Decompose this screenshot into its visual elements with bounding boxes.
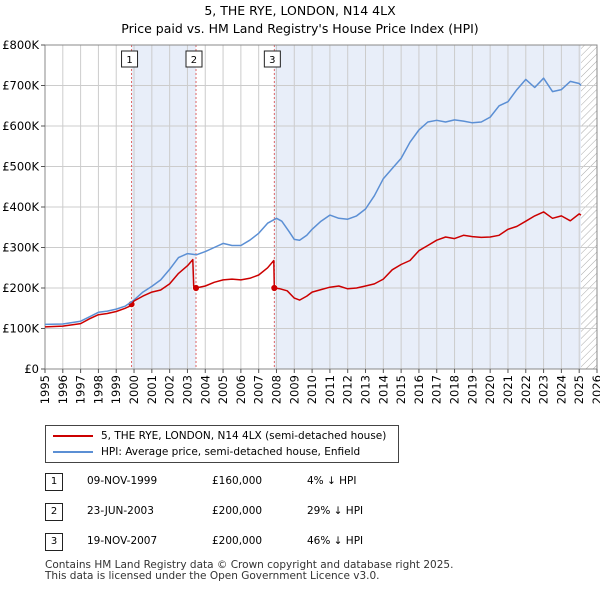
x-tick-label: 2001 [145,375,159,404]
sale-hpi-diff: 46% ↓ HPI [307,535,364,547]
sale-label-box [263,50,281,68]
x-tick-label: 2022 [519,375,533,404]
legend-label-hpi: HPI: Average price, semi-detached house,… [101,446,361,458]
y-tick-label: £300K [2,241,39,255]
y-tick-label: £200K [2,281,39,295]
x-tick-label: 2008 [269,375,283,404]
sale-price: £200,000 [212,505,263,517]
x-tick-label: 2017 [430,375,444,404]
y-tick-label: £600K [2,119,39,133]
legend-swatch-hpi [53,451,93,453]
y-tick-label: £800K [2,38,39,52]
sale-label: 3 [269,55,275,66]
x-tick-label: 2014 [376,375,390,404]
footer-licence: This data is licensed under the Open Gov… [45,570,380,582]
sale-row: 2 23-JUN-2003 £200,000 29% ↓ HPI [45,503,445,521]
x-tick-label: 2018 [448,375,462,404]
sale-label-box [185,50,203,68]
x-tick-label: 2024 [554,375,568,404]
sale-row: 1 09-NOV-1999 £160,000 4% ↓ HPI [45,473,445,491]
sale-price: £160,000 [212,475,263,487]
x-tick-label: 2023 [537,375,551,404]
sale-date: 09-NOV-1999 [87,475,158,487]
x-tick-label: 2021 [501,375,515,404]
x-tick-label: 2020 [483,375,497,404]
price-chart: 1 2 3 £0 £100K £200K £300K £400K £500K £600K £700… [2,38,600,404]
x-tick-label: 2011 [323,375,337,404]
sale-number-badge: 3 [45,533,63,551]
x-tick-label: 2006 [234,375,248,404]
y-tick-label: £400K [2,200,39,214]
y-tick-label: £100K [2,322,39,336]
x-tick-label: 2005 [216,375,230,404]
y-tick-label: £0 [24,362,39,376]
x-tick-label: 2013 [359,375,373,404]
legend-item-hpi: HPI: Average price, semi-detached house,… [53,444,360,460]
x-tick-label: 1998 [91,375,105,404]
x-tick-label: 2009 [287,375,301,404]
sale-label: 2 [191,55,197,66]
legend-item-property: 5, THE RYE, LONDON, N14 4LX (semi-detach… [53,428,386,444]
hpi-line [45,77,582,326]
chart-title: 5, THE RYE, LONDON, N14 4LX [204,3,396,18]
x-tick-label: 2004 [198,375,212,404]
x-tick-label: 1995 [38,375,52,404]
x-tick-label: 2025 [572,375,586,404]
sale-hpi-diff: 29% ↓ HPI [307,505,364,517]
legend-swatch-property [53,435,93,437]
sale-label-box [121,50,139,68]
sale-date: 23-JUN-2003 [87,505,154,517]
footer: Contains HM Land Registry data © Crown c… [45,560,453,582]
y-tick-label: £700K [2,79,39,93]
sale-price: £200,000 [212,535,263,547]
chart-subtitle: Price paid vs. HM Land Registry's House … [121,21,479,36]
x-tick-label: 2026 [590,375,600,404]
x-tick-label: 2010 [305,375,319,404]
legend: 5, THE RYE, LONDON, N14 4LX (semi-detach… [45,425,399,463]
footer-copyright: Contains HM Land Registry data © Crown c… [45,559,454,571]
sale-hpi-diff: 4% ↓ HPI [307,475,357,487]
x-tick-label: 2000 [127,375,141,404]
x-tick-label: 2012 [341,375,355,404]
x-tick-label: 2007 [252,375,266,404]
sale-row: 3 19-NOV-2007 £200,000 46% ↓ HPI [45,533,445,551]
sale-number-badge: 1 [45,473,63,491]
x-tick-label: 1999 [109,375,123,404]
x-tick-label: 2016 [412,375,426,404]
sale-label: 1 [126,55,132,66]
sale-number-badge: 2 [45,503,63,521]
x-tick-label: 2019 [465,375,479,404]
property-price-line [45,211,582,328]
sale-date: 19-NOV-2007 [87,535,158,547]
x-tick-label: 1996 [56,375,70,404]
x-tick-label: 2015 [394,375,408,404]
x-tick-label: 2003 [180,375,194,404]
legend-label-property: 5, THE RYE, LONDON, N14 4LX (semi-detach… [101,430,387,442]
x-tick-label: 1997 [74,375,88,404]
x-tick-label: 2002 [163,375,177,404]
y-tick-label: £500K [2,160,39,174]
